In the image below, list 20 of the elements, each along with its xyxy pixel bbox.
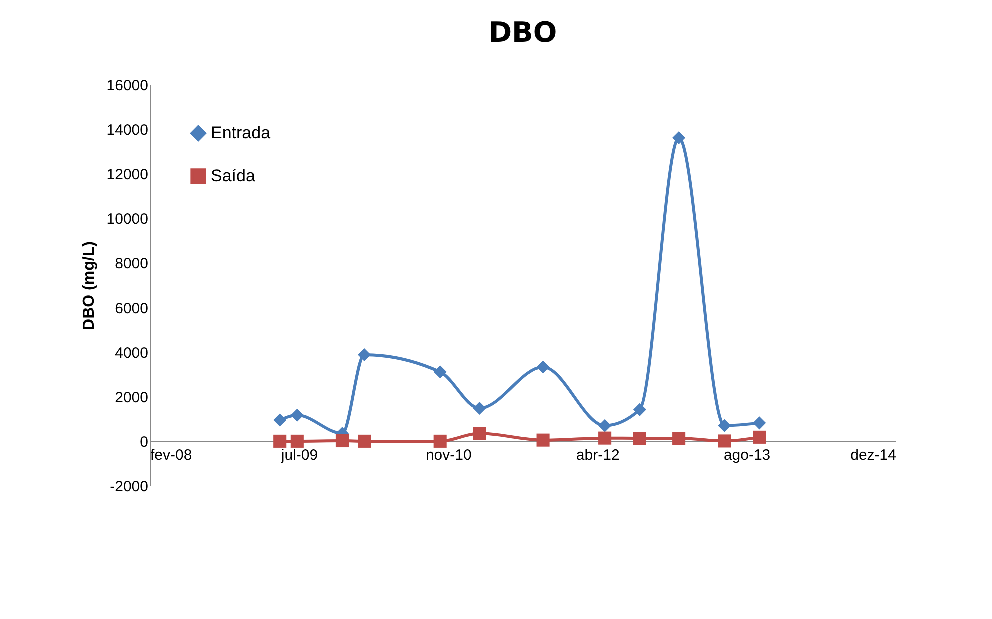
- y-tick-label: 6000: [115, 300, 148, 318]
- y-tick-label: 8000: [115, 256, 148, 273]
- y-tick-label: 2000: [115, 389, 148, 406]
- x-tick-label: ago-13: [724, 446, 771, 464]
- x-tick-label: jul-09: [280, 446, 318, 464]
- y-tick-label: 14000: [106, 122, 148, 140]
- chart-title: DBO: [488, 16, 558, 49]
- y-axis-title: DBO (mg/L): [80, 242, 98, 330]
- y-tick-label: 0: [140, 434, 148, 451]
- y-tick-label: 16000: [106, 78, 148, 94]
- x-tick-label: nov-10: [426, 446, 472, 464]
- legend-label: Saída: [211, 166, 256, 186]
- y-tick-label: 10000: [106, 211, 148, 228]
- y-tick-label: 12000: [106, 166, 148, 184]
- x-tick-label: fev-08: [150, 446, 192, 464]
- y-tick-label: 4000: [115, 344, 148, 362]
- y-tick-label: -2000: [110, 478, 148, 496]
- legend-label: Entrada: [211, 124, 272, 142]
- x-tick-label: dez-14: [850, 446, 896, 464]
- x-tick-label: abr-12: [576, 446, 620, 464]
